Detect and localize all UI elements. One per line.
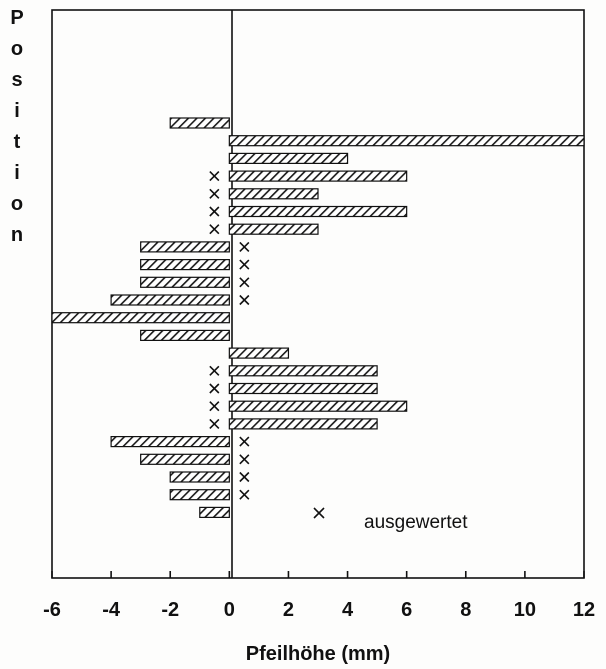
y-axis-title-letter: i <box>14 100 20 122</box>
evaluated-markers <box>209 171 250 500</box>
bar <box>169 471 230 483</box>
bar <box>228 347 290 359</box>
x-axis-title: Pfeilhöhe (mm) <box>246 643 390 665</box>
y-axis-title-letter: i <box>14 162 20 184</box>
bar <box>199 506 230 518</box>
legend: ausgewertet <box>313 507 468 533</box>
bar <box>140 276 230 288</box>
bar <box>228 188 319 200</box>
y-axis-title-letter: n <box>11 224 23 246</box>
y-axis-title-letter: o <box>11 38 23 60</box>
evaluated-cross-icon <box>239 471 250 483</box>
bar <box>228 170 408 182</box>
x-tick-label: -6 <box>43 599 61 621</box>
evaluated-cross-icon <box>239 241 250 252</box>
legend-cross-icon <box>313 507 325 519</box>
x-tick-label: 4 <box>342 599 354 621</box>
evaluated-cross-icon <box>239 436 250 447</box>
x-tick-label: 8 <box>460 599 471 621</box>
bar <box>228 418 378 430</box>
evaluated-cross-icon <box>209 401 220 412</box>
bar <box>140 259 230 271</box>
evaluated-cross-icon <box>209 188 220 199</box>
bar <box>110 294 230 306</box>
x-tick-label: 2 <box>283 599 294 621</box>
x-axis-ticks: -6 -4 -2 0 2 4 6 8 10 12 <box>43 571 595 621</box>
x-tick-label: 10 <box>514 599 536 621</box>
bar <box>140 329 230 341</box>
bar <box>228 365 378 377</box>
y-axis-title-letter: s <box>11 69 22 91</box>
x-tick-label: 6 <box>401 599 412 621</box>
bars-layer <box>51 117 585 518</box>
y-axis-title-letter: o <box>11 193 23 215</box>
x-tick-label: -2 <box>161 599 179 621</box>
evaluated-cross-icon <box>239 277 250 288</box>
bar <box>228 223 319 235</box>
bar <box>228 400 408 412</box>
evaluated-cross-icon <box>209 383 220 394</box>
plot-frame <box>51 9 585 579</box>
evaluated-cross-icon <box>239 294 250 306</box>
evaluated-cross-icon <box>239 489 250 500</box>
evaluated-cross-icon <box>239 259 250 270</box>
evaluated-cross-icon <box>239 454 250 465</box>
bar <box>228 205 408 218</box>
x-tick-label: 12 <box>573 599 595 621</box>
evaluated-cross-icon <box>209 365 220 376</box>
evaluated-cross-icon <box>209 224 220 235</box>
legend-label: ausgewertet <box>364 512 468 533</box>
x-tick-label: -4 <box>102 599 121 621</box>
y-axis-title-letter: t <box>14 131 21 153</box>
bar <box>169 117 230 129</box>
bar <box>110 436 230 448</box>
x-tick-label: 0 <box>224 599 235 621</box>
y-axis-title-letter: P <box>10 7 23 29</box>
bar <box>228 135 585 147</box>
evaluated-cross-icon <box>209 171 220 182</box>
bar <box>140 241 230 253</box>
bar <box>228 382 378 395</box>
bar <box>228 152 349 164</box>
evaluated-cross-icon <box>209 418 220 429</box>
bar <box>140 453 230 465</box>
bar <box>51 312 230 324</box>
bar <box>169 489 230 501</box>
evaluated-cross-icon <box>209 206 220 217</box>
